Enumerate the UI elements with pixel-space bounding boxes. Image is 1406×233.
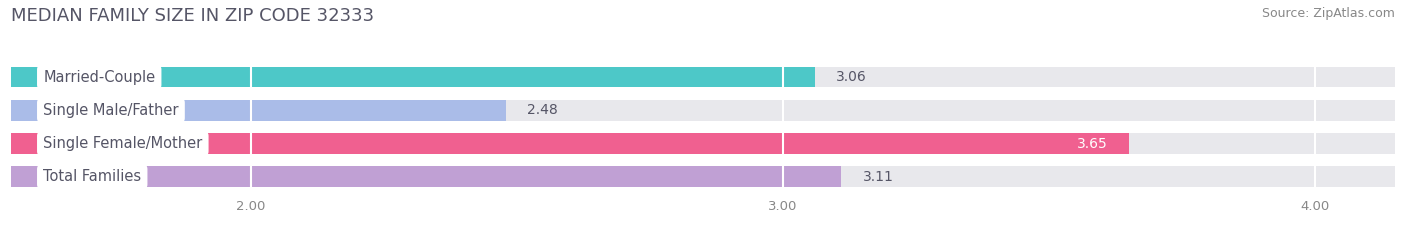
Text: Single Male/Father: Single Male/Father <box>44 103 179 118</box>
Text: MEDIAN FAMILY SIZE IN ZIP CODE 32333: MEDIAN FAMILY SIZE IN ZIP CODE 32333 <box>11 7 374 25</box>
Text: 3.11: 3.11 <box>863 170 893 184</box>
Text: Source: ZipAtlas.com: Source: ZipAtlas.com <box>1261 7 1395 20</box>
Bar <box>11 100 1395 121</box>
Bar <box>11 133 1129 154</box>
Text: Married-Couple: Married-Couple <box>44 70 155 85</box>
Bar <box>11 67 1395 87</box>
Text: Total Families: Total Families <box>44 169 141 184</box>
Text: Single Female/Mother: Single Female/Mother <box>44 136 202 151</box>
Bar <box>11 100 506 121</box>
Text: 2.48: 2.48 <box>527 103 558 117</box>
Text: 3.06: 3.06 <box>837 70 866 84</box>
Bar <box>11 167 1395 187</box>
Text: 3.65: 3.65 <box>1077 137 1108 151</box>
Bar <box>11 167 841 187</box>
Bar <box>11 133 1395 154</box>
Bar <box>11 67 814 87</box>
